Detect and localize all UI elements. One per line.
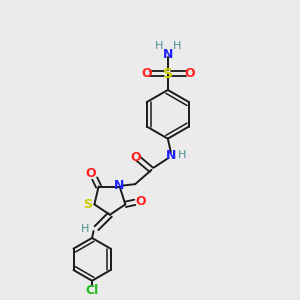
Text: O: O [184, 67, 194, 80]
Text: N: N [166, 148, 176, 161]
Text: S: S [83, 198, 92, 211]
Text: O: O [130, 151, 141, 164]
Text: Cl: Cl [85, 284, 99, 297]
Text: O: O [135, 195, 146, 208]
Text: H: H [178, 150, 186, 160]
Text: H: H [155, 41, 163, 51]
Text: O: O [86, 167, 97, 180]
Text: S: S [163, 67, 173, 81]
Text: N: N [163, 48, 173, 61]
Text: N: N [114, 179, 124, 192]
Text: H: H [172, 41, 181, 51]
Text: O: O [141, 67, 152, 80]
Text: H: H [81, 224, 89, 234]
